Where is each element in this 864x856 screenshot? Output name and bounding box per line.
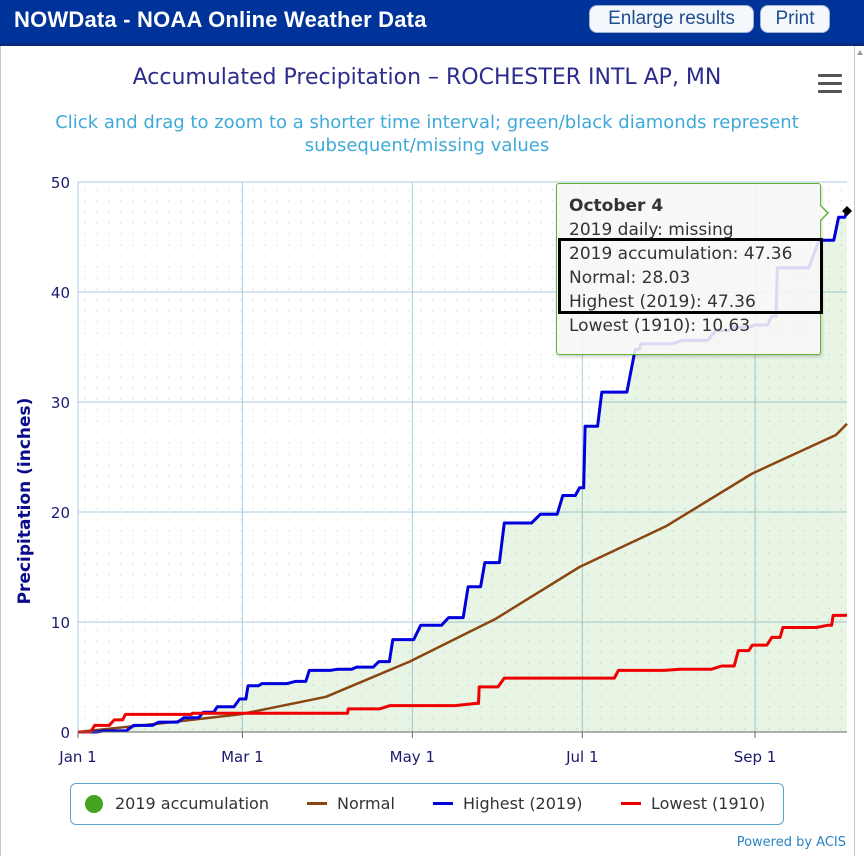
legend-item-highest[interactable]: Highest (2019) (433, 794, 583, 813)
x-tick-label: May 1 (390, 748, 435, 766)
y-tick-label: 20 (51, 504, 70, 522)
top-bar: NOWData - NOAA Online Weather Data Enlar… (0, 0, 864, 46)
print-button[interactable]: Print (760, 5, 830, 33)
legend-dot-icon (85, 794, 103, 813)
chart-legend: 2019 accumulation Normal Highest (2019) … (70, 783, 784, 825)
legend-label: Normal (337, 794, 395, 813)
chart-frame (0, 46, 854, 856)
y-tick-label: 30 (51, 394, 70, 412)
legend-label: 2019 accumulation (115, 794, 269, 813)
y-tick-label: 40 (51, 284, 70, 302)
chart-subtitle-line-2: subsequent/missing values (305, 135, 550, 156)
x-tick-label: Jul 1 (565, 748, 598, 766)
tooltip-highest: Highest (2019): 47.36 (569, 292, 756, 312)
tooltip-lowest: Lowest (1910): 10.63 (569, 316, 751, 336)
chart-tooltip: October 4 2019 daily: missing 2019 accum… (556, 183, 829, 355)
legend-line-icon (307, 802, 327, 805)
y-axis-label: Precipitation (inches) (15, 398, 35, 605)
series-area-2019-accumulation (78, 211, 847, 732)
legend-item-lowest[interactable]: Lowest (1910) (621, 794, 765, 813)
chart-menu-icon[interactable] (818, 74, 842, 94)
x-tick-label: Sep 1 (734, 748, 777, 766)
legend-line-icon (621, 802, 641, 805)
x-tick-label: Mar 1 (221, 748, 264, 766)
legend-label: Highest (2019) (463, 794, 583, 813)
tooltip-daily: 2019 daily: missing (569, 220, 734, 240)
tooltip-date: October 4 (569, 196, 664, 216)
tooltip-normal: Normal: 28.03 (569, 268, 691, 288)
legend-label: Lowest (1910) (651, 794, 766, 813)
powered-by-credit[interactable]: Powered by ACIS (736, 835, 846, 850)
tooltip-accumulation: 2019 accumulation: 47.36 (569, 244, 793, 264)
series-line-lowest-1910 (78, 613, 848, 734)
legend-item-2019-accumulation[interactable]: 2019 accumulation (85, 794, 269, 813)
y-tick-label: 50 (51, 174, 70, 192)
scrollbar[interactable] (854, 46, 864, 856)
legend-line-icon (433, 802, 453, 805)
series-line-normal (77, 422, 848, 734)
enlarge-results-button[interactable]: Enlarge results (589, 5, 754, 33)
y-tick-label: 0 (60, 724, 70, 742)
chart-subtitle: Click and drag to zoom to a shorter time… (55, 112, 799, 133)
precipitation-chart[interactable]: 0 10 20 30 40 50 Jan 1 Mar 1 May 1 Jul 1 Sep 1 Acc… (0, 46, 854, 856)
x-tick-label: Jan 1 (58, 748, 96, 766)
legend-item-normal[interactable]: Normal (307, 794, 395, 813)
app-title: NOWData - NOAA Online Weather Data (14, 7, 427, 32)
missing-value-diamond-marker[interactable] (842, 206, 852, 217)
y-tick-label: 10 (51, 614, 70, 632)
chart-title: Accumulated Precipitation – ROCHESTER IN… (133, 65, 722, 90)
